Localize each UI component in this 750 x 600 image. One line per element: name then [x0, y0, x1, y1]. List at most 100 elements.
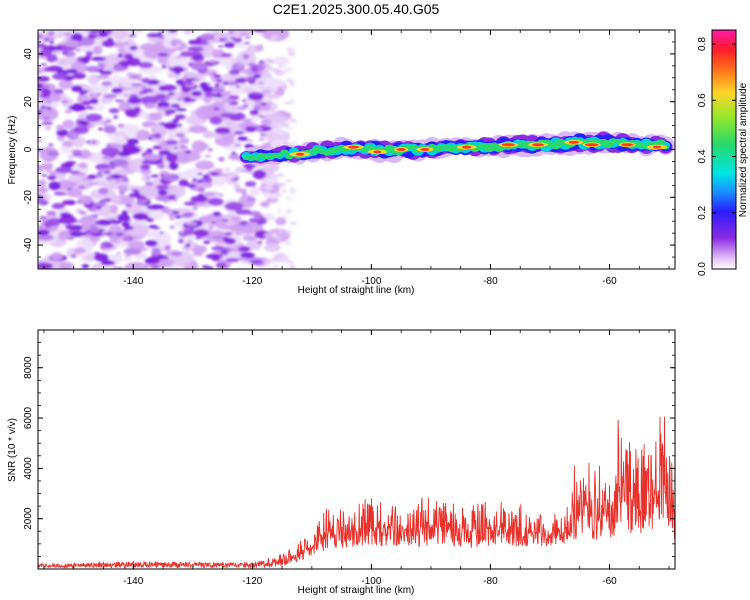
noise-blob	[114, 99, 124, 102]
noise-blob	[211, 101, 225, 107]
noise-blob	[207, 148, 213, 152]
noise-blob	[64, 109, 73, 114]
noise-blob	[179, 51, 193, 58]
noise-blob	[97, 74, 110, 80]
noise-blob	[196, 180, 204, 183]
noise-blob	[143, 153, 161, 161]
noise-blob	[89, 226, 100, 233]
noise-blob	[38, 234, 55, 241]
noise-blob	[145, 102, 155, 109]
snr-x-ticks: -140 -120 -100 -80 -60	[43, 330, 670, 587]
signal-hotspot-core	[501, 143, 515, 147]
noise-blob	[146, 230, 161, 239]
noise-blob	[124, 254, 131, 257]
noise-blob	[91, 56, 107, 62]
noise-blob	[123, 255, 133, 262]
noise-blob	[190, 195, 208, 203]
noise-blob	[47, 30, 55, 36]
noise-blob	[81, 224, 91, 231]
noise-blob	[245, 126, 256, 133]
noise-blob	[84, 254, 98, 261]
noise-blob	[44, 220, 53, 229]
noise-blob	[72, 133, 77, 137]
noise-blob	[260, 102, 267, 106]
noise-blob	[187, 239, 193, 243]
noise-blob	[164, 184, 169, 186]
noise-blob	[234, 176, 240, 180]
noise-blob	[283, 101, 293, 105]
noise-blob	[183, 30, 193, 35]
noise-blob	[165, 112, 171, 116]
signal-hotspot-core	[348, 145, 360, 149]
noise-blob	[39, 63, 48, 66]
spectrogram-y-tick-label: 20	[23, 96, 34, 108]
spectrogram-x-tick-label: -60	[602, 276, 617, 287]
noise-blob	[73, 126, 89, 135]
noise-blob	[117, 48, 126, 53]
signal-blob	[655, 139, 666, 146]
noise-blob	[157, 53, 169, 57]
noise-blob	[98, 127, 103, 131]
noise-blob	[260, 201, 270, 208]
noise-blob	[226, 81, 239, 86]
noise-blob	[125, 203, 133, 207]
noise-blob	[128, 237, 133, 240]
noise-blob	[197, 172, 203, 175]
noise-blob	[38, 82, 43, 89]
spectrogram-x-axis-label: Height of straight line (km)	[298, 285, 415, 296]
signal-hotspot-core	[396, 148, 406, 151]
noise-blob	[182, 96, 193, 103]
noise-blob	[71, 32, 83, 42]
noise-blob	[228, 95, 240, 100]
noise-blob	[284, 210, 293, 213]
noise-blob	[166, 141, 178, 145]
noise-blob	[92, 140, 96, 144]
noise-blob	[284, 67, 293, 72]
noise-blob	[255, 44, 264, 52]
noise-blob	[178, 231, 182, 234]
noise-blob	[59, 212, 72, 218]
noise-blob	[128, 75, 139, 79]
noise-blob	[157, 101, 170, 109]
colorbar-tick-label: 0.6	[697, 93, 708, 107]
noise-blob	[122, 178, 129, 182]
noise-blob	[148, 224, 159, 229]
noise-blob	[38, 179, 47, 187]
noise-blob	[182, 247, 189, 250]
noise-blob	[236, 42, 246, 49]
noise-blob	[76, 48, 81, 52]
noise-blob	[211, 87, 224, 94]
noise-blob	[273, 264, 279, 269]
signal-hotspot-core	[373, 150, 382, 154]
noise-blob	[211, 221, 216, 225]
signal-hotspot-core	[532, 143, 544, 147]
noise-blob	[231, 178, 238, 182]
snr-y-tick-label: 6000	[23, 406, 34, 429]
spectrogram-x-tick-label: -80	[483, 276, 498, 287]
signal-band	[239, 130, 675, 167]
noise-blob	[139, 90, 149, 95]
noise-blob	[233, 37, 243, 43]
noise-blob	[244, 35, 252, 39]
noise-blob	[234, 131, 245, 135]
noise-blob	[107, 253, 123, 263]
noise-blob	[253, 30, 266, 33]
noise-blob	[99, 70, 113, 75]
noise-blob	[132, 212, 149, 221]
noise-blob	[111, 30, 129, 40]
noise-blob	[199, 81, 209, 90]
noise-blob	[115, 232, 124, 237]
noise-blob	[81, 263, 90, 269]
noise-blob	[122, 103, 132, 109]
noise-blob	[220, 112, 238, 119]
noise-blob	[125, 112, 130, 116]
noise-blob	[271, 67, 281, 74]
noise-blob	[140, 169, 152, 175]
noise-region	[38, 30, 299, 269]
noise-blob	[181, 213, 193, 218]
noise-blob	[130, 189, 140, 192]
noise-blob	[249, 259, 264, 265]
noise-blob	[127, 96, 142, 105]
noise-blob	[170, 38, 181, 46]
